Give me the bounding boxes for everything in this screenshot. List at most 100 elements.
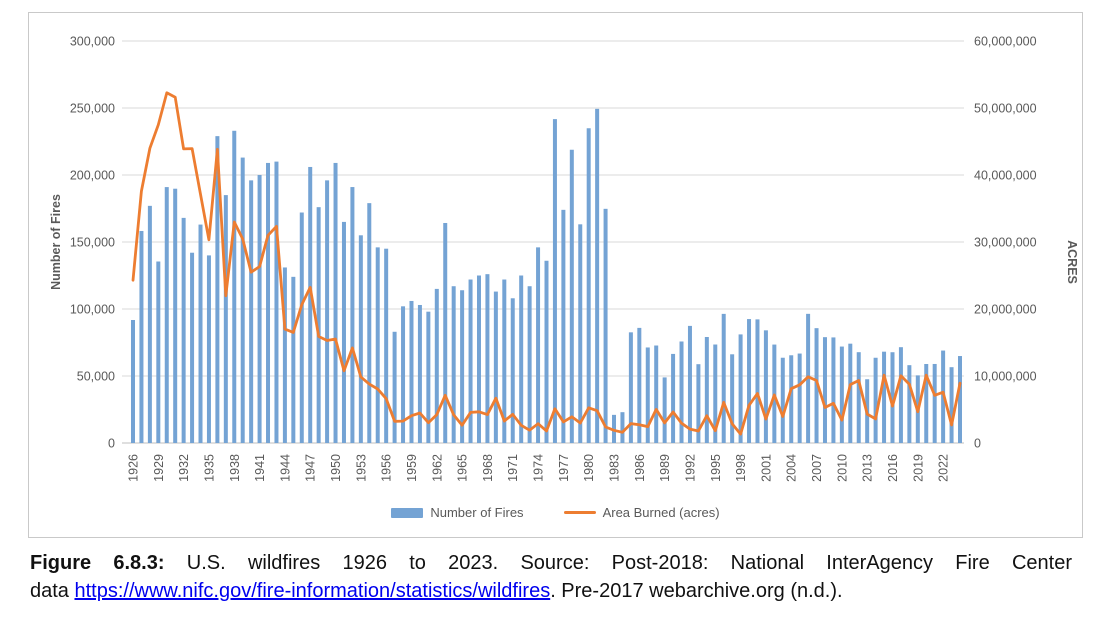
bar-1964 — [451, 286, 456, 443]
bar-1928 — [147, 205, 152, 443]
bar-1965 — [460, 290, 465, 443]
bar-1984 — [620, 412, 625, 443]
y-left-tick-label: 300,000 — [70, 35, 115, 49]
x-tick-label: 1932 — [177, 454, 191, 482]
bar-1958 — [401, 306, 406, 443]
bar-1930 — [164, 187, 169, 443]
x-tick-label: 1986 — [633, 454, 647, 482]
bar-2001 — [763, 330, 768, 443]
x-tick-label: 1971 — [506, 454, 520, 482]
caption-figure-label: Figure 6.8.3: — [30, 552, 165, 574]
bar-1969 — [493, 291, 498, 443]
bar-1981 — [595, 108, 600, 443]
bar-2014 — [873, 357, 878, 443]
bar-1953 — [358, 235, 363, 443]
bar-1985 — [628, 332, 633, 443]
y-right-tick-label: 10,000,000 — [974, 370, 1037, 384]
y-right-tick-label: 60,000,000 — [974, 35, 1037, 49]
x-tick-label: 1962 — [430, 454, 444, 482]
bar-1982 — [603, 208, 608, 443]
bar-1972 — [519, 275, 524, 443]
bar-1993 — [696, 364, 701, 443]
bar-1943 — [274, 161, 279, 443]
area-burned-line — [131, 91, 962, 436]
bar-2007 — [814, 328, 819, 443]
right-axis-title: ACRES — [1065, 240, 1079, 284]
bar-1949 — [325, 180, 330, 444]
wildfires-chart-frame: 0 0 50,000 10,000,000 100,000 20,000,000 150,0… — [28, 12, 1083, 538]
bar-2017 — [898, 347, 903, 443]
bar-2018 — [907, 365, 912, 443]
x-tick-label: 2001 — [759, 454, 773, 482]
bar-1956 — [384, 248, 389, 443]
bar-1950 — [333, 162, 338, 443]
chart-legend: Number of Fires Area Burned (acres) — [29, 505, 1082, 520]
bar-1933 — [190, 252, 195, 443]
bar-1978 — [569, 149, 574, 444]
bar-1999 — [747, 319, 752, 443]
caption-link[interactable]: https://www.nifc.gov/fire-information/st… — [74, 580, 551, 602]
bar-1962 — [434, 288, 439, 443]
bar-2021 — [932, 363, 937, 443]
x-tick-label: 2004 — [785, 454, 799, 482]
bar-1941 — [257, 175, 262, 443]
bar-2011 — [848, 343, 853, 443]
bar-2023 — [949, 367, 954, 443]
bar-2010 — [839, 346, 844, 443]
caption-line-2: data https://www.nifc.gov/fire-informati… — [30, 577, 1072, 605]
bar-1935 — [206, 255, 211, 443]
x-tick-label: 1926 — [127, 454, 141, 482]
caption-line2-suffix: . Pre-2017 webarchive.org (n.d.). — [550, 580, 843, 602]
x-tick-label: 1995 — [709, 454, 723, 482]
bar-1997 — [730, 354, 735, 443]
x-tick-label: 1968 — [481, 454, 495, 482]
bar-2024 — [958, 356, 962, 443]
bar-1939 — [240, 157, 245, 443]
x-tick-label: 2013 — [861, 454, 875, 482]
legend-label-acres: Area Burned (acres) — [602, 505, 720, 520]
x-tick-label: 1950 — [329, 454, 343, 482]
bar-1938 — [232, 130, 237, 443]
x-tick-label: 1929 — [152, 454, 166, 482]
figure-caption: Figure 6.8.3: U.S. wildfires 1926 to 202… — [30, 549, 1072, 605]
y-right-tick-label: 30,000,000 — [974, 236, 1037, 250]
x-tick-label: 1959 — [405, 454, 419, 482]
bar-2005 — [797, 353, 802, 443]
y-left-tick-label: 100,000 — [70, 303, 115, 317]
bar-1977 — [561, 209, 566, 443]
bar-1940 — [249, 180, 254, 444]
bar-1951 — [341, 221, 346, 443]
x-tick-label: 1953 — [354, 454, 368, 482]
bar-1959 — [409, 300, 414, 443]
bar-2015 — [882, 351, 887, 443]
bar-1926 — [131, 320, 135, 443]
bar-2009 — [831, 337, 836, 443]
legend-label-fires: Number of Fires — [430, 505, 524, 520]
bar-1991 — [679, 341, 684, 443]
bar-1957 — [392, 331, 397, 443]
caption-line1-text: U.S. wildfires 1926 to 2023. Source: Pos… — [164, 552, 1073, 574]
bar-1975 — [544, 260, 549, 443]
x-tick-label: 1983 — [608, 454, 622, 482]
x-tick-label: 2010 — [835, 454, 849, 482]
bar-1992 — [687, 325, 692, 443]
y-left-tick-label: 200,000 — [70, 169, 115, 183]
y-right-tick-label: 0 — [974, 437, 981, 451]
bar-series-swatch-icon — [391, 507, 424, 518]
y-right-tick-label: 50,000,000 — [974, 102, 1037, 116]
y-left-tick-label: 0 — [108, 437, 115, 451]
bar-1946 — [299, 212, 304, 443]
bar-1942 — [266, 162, 271, 443]
x-tick-label: 1935 — [202, 454, 216, 482]
bar-2004 — [789, 355, 794, 443]
x-tick-label: 1938 — [228, 454, 242, 482]
bar-1952 — [350, 187, 355, 443]
x-tick-label: 1965 — [456, 454, 470, 482]
x-tick-label: 1998 — [734, 454, 748, 482]
left-axis-title: Number of Fires — [49, 194, 63, 290]
bar-1947 — [308, 166, 313, 443]
bar-1968 — [485, 274, 490, 443]
bar-1967 — [476, 275, 481, 443]
bar-2020 — [924, 364, 929, 443]
x-tick-label: 1992 — [683, 454, 697, 482]
